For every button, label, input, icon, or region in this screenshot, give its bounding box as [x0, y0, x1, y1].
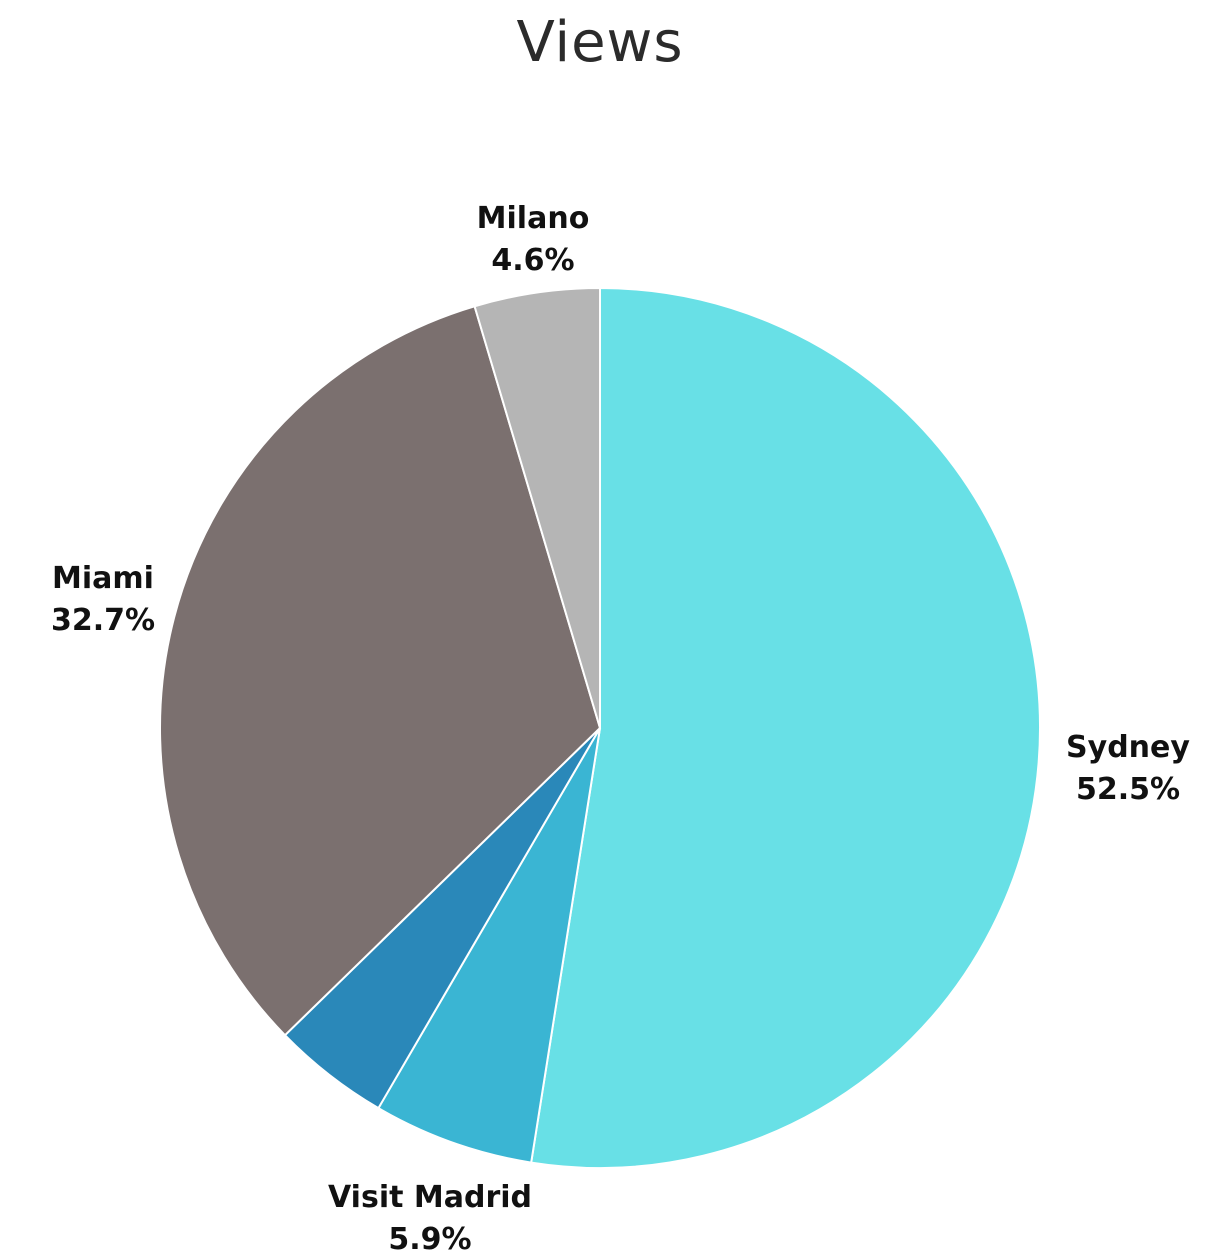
slice-value-label: 52.5% — [1076, 772, 1180, 807]
slice-value-label: 4.6% — [491, 243, 574, 278]
pie-slice-miami — [159, 305, 602, 1037]
slice-label: Visit Madrid — [328, 1180, 532, 1215]
pie-labels: Sydney 52.5% Visit Madrid 5.9% Miami 32.7% Mil… — [51, 201, 1190, 1257]
slice-label: Sydney — [1066, 730, 1190, 765]
slice-value-label: 5.9% — [388, 1222, 471, 1257]
pie-slice-sydney — [530, 286, 1042, 1169]
slice-label: Miami — [52, 561, 154, 596]
pie-slices — [159, 286, 1042, 1169]
chart-title: Views — [516, 10, 684, 75]
pie-slice-milano — [473, 286, 601, 729]
slice-label: Milano — [477, 201, 590, 236]
pie-slice-visit-madrid — [377, 727, 601, 1164]
slice-value-label: 32.7% — [51, 603, 155, 638]
